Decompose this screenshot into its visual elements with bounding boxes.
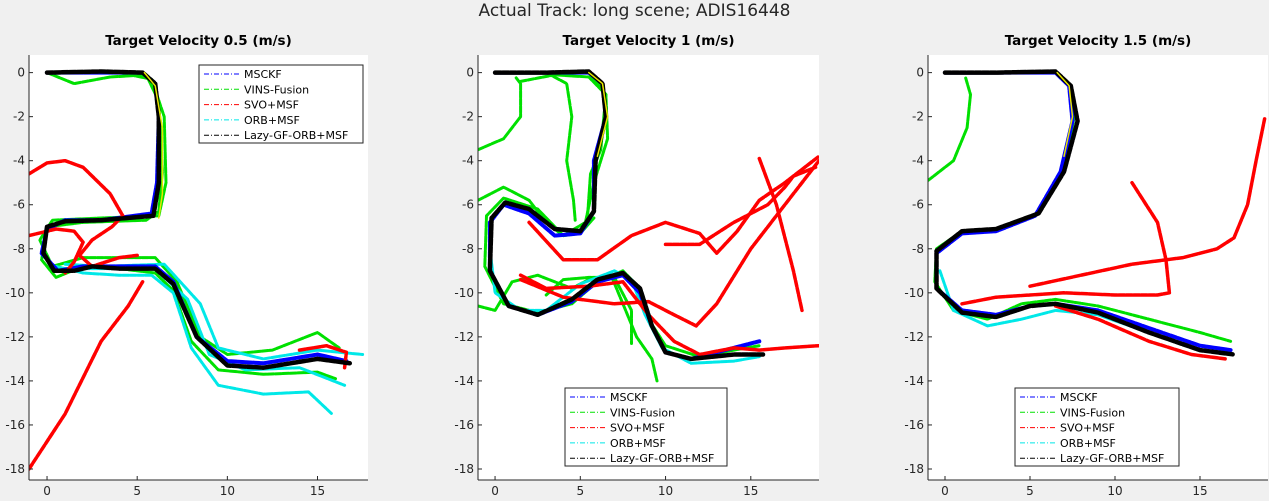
y-tick-label: 0: [466, 66, 474, 80]
legend-label: VINS-Fusion: [610, 406, 675, 419]
legend-box: [1014, 387, 1180, 467]
series-group: [928, 69, 1267, 361]
series-line-orb-msf: [54, 264, 334, 416]
legend-label: Lazy-GF-ORB+MSF: [610, 452, 714, 465]
series-line-lazy-gf-orb-msf: [487, 69, 767, 362]
y-tick-label: -10: [454, 286, 474, 300]
series-line-vins-fusion: [588, 71, 609, 158]
y-tick-label: -6: [912, 198, 924, 212]
y-tick-label: -8: [462, 242, 474, 256]
legend-label: VINS-Fusion: [244, 83, 309, 96]
y-tick-label: -18: [904, 462, 924, 476]
series-line-svo-msf: [518, 158, 819, 328]
x-tick-label: 10: [1107, 484, 1122, 498]
x-tick-label: 10: [658, 484, 673, 498]
legend-label: ORB+MSF: [610, 437, 666, 450]
series-line-svo-msf: [663, 165, 818, 247]
legend-label: Lazy-GF-ORB+MSF: [244, 129, 348, 142]
legend: MSCKF VINS-Fusion SVO+MSF ORB+MSF Lazy-GF-OR…: [564, 387, 728, 467]
y-tick-label: -18: [454, 462, 474, 476]
y-tick-label: -16: [904, 418, 924, 432]
y-tick-label: -14: [454, 374, 474, 388]
x-tick-label: 15: [743, 484, 758, 498]
x-tick-label: 15: [310, 484, 325, 498]
y-tick-label: -10: [904, 286, 924, 300]
plot-title: Target Velocity 0.5 (m/s): [105, 33, 292, 49]
y-tick-label: 0: [17, 66, 25, 80]
legend-label: MSCKF: [244, 68, 282, 81]
legend-label: Lazy-GF-ORB+MSF: [1060, 452, 1164, 465]
legend-box: [198, 64, 364, 144]
x-tick-label: 15: [1192, 484, 1207, 498]
plot-panel-3: 0 5 10 15 0 -2 -4 -6 -8 -10 -12 -14 -16 -18 Target Vel…: [904, 33, 1268, 498]
y-tick-label: -10: [5, 286, 25, 300]
legend-label: ORB+MSF: [244, 114, 300, 127]
series-line-vins-fusion: [928, 75, 972, 182]
y-tick-label: -2: [462, 110, 474, 124]
y-tick-label: -18: [5, 462, 25, 476]
y-tick-label: -6: [13, 198, 25, 212]
y-tick-label: -2: [912, 110, 924, 124]
series-line-svo-msf: [1053, 304, 1228, 361]
series-line-svo-msf: [1028, 117, 1267, 288]
series-line-vins-fusion: [478, 75, 523, 152]
y-tick-label: -14: [5, 374, 25, 388]
series-line-svo-msf: [518, 273, 819, 357]
y-tick-label: 0: [916, 66, 924, 80]
legend-box: [564, 387, 728, 467]
series-line-svo-msf: [297, 343, 349, 370]
series-line-svo-msf: [527, 154, 819, 262]
legend-label: MSCKF: [610, 391, 648, 404]
y-tick-label: -4: [13, 154, 25, 168]
y-tick-label: -2: [13, 110, 25, 124]
x-tick-label: 0: [941, 484, 949, 498]
figure-title: Actual Track: long scene; ADIS16448: [478, 1, 791, 21]
series-line-vins-fusion: [1056, 71, 1074, 158]
x-tick-label: 5: [576, 484, 584, 498]
legend: MSCKF VINS-Fusion SVO+MSF ORB+MSF Lazy-GF-OR…: [1014, 387, 1180, 467]
x-tick-label: 0: [491, 484, 499, 498]
plot-panel-2: 0 5 10 15 0 -2 -4 -6 -8 -10 -12 -14 -16 -18 Target Vel…: [454, 33, 819, 498]
y-tick-label: -16: [5, 418, 25, 432]
legend-label: SVO+MSF: [1060, 422, 1115, 435]
series-line-svo-msf: [29, 280, 145, 471]
legend-label: MSCKF: [1060, 391, 1098, 404]
series-line-vins-fusion: [143, 71, 164, 219]
series-group: [478, 69, 819, 383]
y-tick-label: -4: [912, 154, 924, 168]
y-tick-label: -12: [5, 330, 25, 344]
series-line-svo-msf: [960, 180, 1172, 306]
legend: MSCKF VINS-Fusion SVO+MSF ORB+MSF Lazy-GF-OR…: [198, 64, 364, 144]
series-group: [29, 69, 365, 471]
series-line-lazy-gf-orb-msf: [934, 69, 1237, 357]
series-line-svo-msf: [757, 156, 804, 313]
plot-panel-1: 0 5 10 15 0 -2 -4 -6 -8 -10 -12 -14 -16 -18 Target Vel…: [5, 33, 368, 498]
y-tick-label: -4: [462, 154, 474, 168]
series-line-svo-msf: [29, 227, 85, 275]
y-tick-label: -6: [462, 198, 474, 212]
y-tick-label: -12: [904, 330, 924, 344]
legend-label: VINS-Fusion: [1060, 406, 1125, 419]
y-tick-label: -14: [904, 374, 924, 388]
y-tick-label: -12: [454, 330, 474, 344]
x-tick-label: 0: [43, 484, 51, 498]
x-tick-label: 10: [220, 484, 235, 498]
legend-label: ORB+MSF: [1060, 437, 1116, 450]
x-tick-label: 5: [133, 484, 141, 498]
legend-label: SVO+MSF: [610, 422, 665, 435]
x-tick-label: 5: [1026, 484, 1034, 498]
plot-title: Target Velocity 1.5 (m/s): [1005, 33, 1192, 49]
legend-label: SVO+MSF: [244, 99, 299, 112]
y-tick-label: -8: [13, 242, 25, 256]
y-tick-label: -8: [912, 242, 924, 256]
plot-title: Target Velocity 1 (m/s): [562, 33, 734, 49]
series-line-vins-fusion: [40, 71, 337, 381]
y-tick-label: -16: [454, 418, 474, 432]
